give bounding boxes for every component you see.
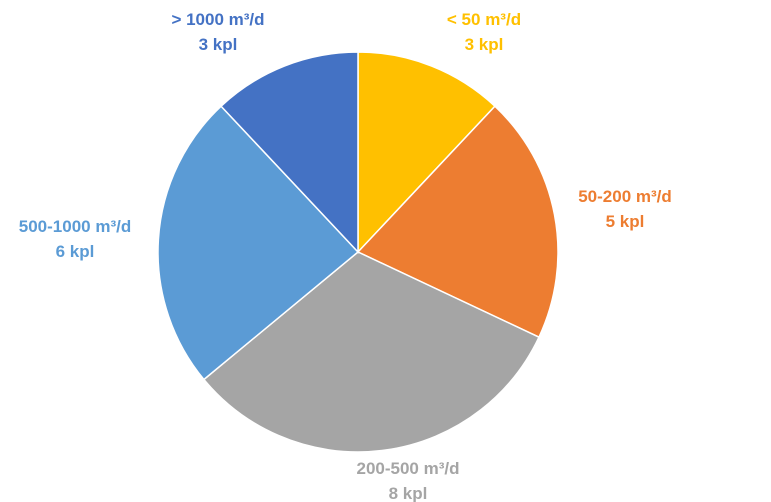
pie-slice [202, 251, 540, 453]
slice-label: 200-500 m³/d 8 kpl [357, 459, 460, 502]
slice-labels: < 50 m³/d 3 kpl 50-200 m³/d 5 kpl 200-500 m³… [19, 10, 672, 502]
slice-label: < 50 m³/d 3 kpl [447, 10, 521, 54]
slice-label: 500-1000 m³/d 6 kpl [19, 217, 131, 261]
slice-value-label: 5 kpl [606, 212, 645, 231]
slice-value-label: 3 kpl [465, 35, 504, 54]
slice-category-label: > 1000 m³/d [171, 10, 264, 29]
pie-slice [357, 51, 496, 254]
slice-category-label: 50-200 m³/d [578, 187, 672, 206]
slice-category-label: 200-500 m³/d [357, 459, 460, 478]
slice-category-label: < 50 m³/d [447, 10, 521, 29]
slice-value-label: 3 kpl [199, 35, 238, 54]
pie-slice [220, 51, 359, 254]
slice-value-label: 8 kpl [389, 484, 428, 502]
slice-label: 50-200 m³/d 5 kpl [578, 187, 672, 231]
pie-slices [157, 51, 559, 453]
slice-value-label: 6 kpl [56, 242, 95, 261]
slice-category-label: 500-1000 m³/d [19, 217, 131, 236]
slice-label: > 1000 m³/d 3 kpl [171, 10, 264, 54]
pie-slice [157, 105, 360, 381]
pie-slice [356, 105, 559, 339]
